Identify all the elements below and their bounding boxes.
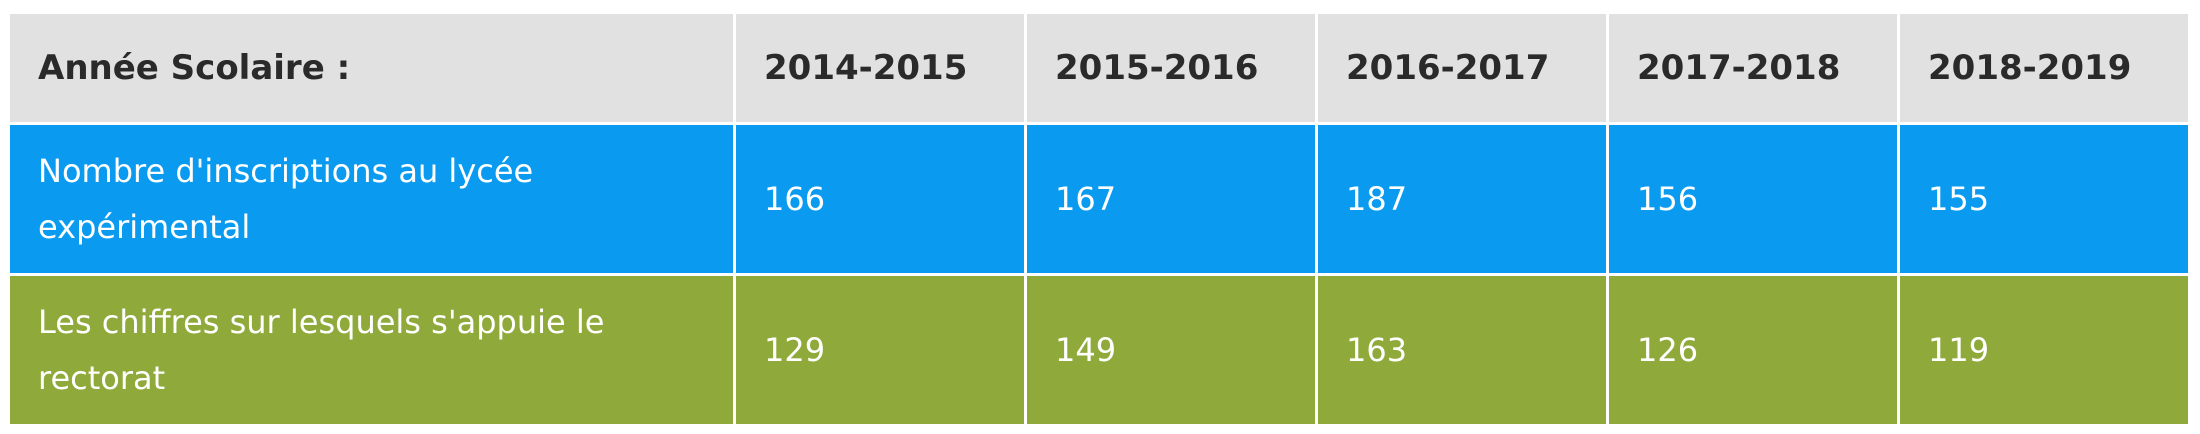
header-cell: Année Scolaire : bbox=[7, 11, 736, 125]
header-row: Année Scolaire :2014-2015 2015-2016 2016-2… bbox=[7, 11, 2191, 125]
table-body: Nombre d'inscriptions au lycée expérimen… bbox=[7, 122, 2191, 427]
table-row: Les chiffres sur lesquels s'appuie le re… bbox=[7, 273, 2191, 427]
header-cell: 2015-2016 bbox=[1024, 11, 1318, 125]
value-cell: 119 bbox=[1897, 273, 2191, 427]
value-cell: 126 bbox=[1606, 273, 1900, 427]
row-label: Nombre d'inscriptions au lycée expérimen… bbox=[7, 122, 736, 276]
header-cell: 2017-2018 bbox=[1606, 11, 1900, 125]
value-cell: 156 bbox=[1606, 122, 1900, 276]
value-cell: 155 bbox=[1897, 122, 2191, 276]
header-cell: 2014-2015 bbox=[733, 11, 1027, 125]
row-label: Les chiffres sur lesquels s'appuie le re… bbox=[7, 273, 736, 427]
value-cell: 149 bbox=[1024, 273, 1318, 427]
value-cell: 187 bbox=[1315, 122, 1609, 276]
header-cell: 2016-2017 bbox=[1315, 11, 1609, 125]
value-cell: 163 bbox=[1315, 273, 1609, 427]
data-table: Année Scolaire :2014-2015 2015-2016 2016-2… bbox=[7, 11, 2191, 427]
table-row: Nombre d'inscriptions au lycée expérimen… bbox=[7, 122, 2191, 276]
value-cell: 167 bbox=[1024, 122, 1318, 276]
value-cell: 166 bbox=[733, 122, 1027, 276]
value-cell: 129 bbox=[733, 273, 1027, 427]
header-cell: 2018-2019 bbox=[1897, 11, 2191, 125]
